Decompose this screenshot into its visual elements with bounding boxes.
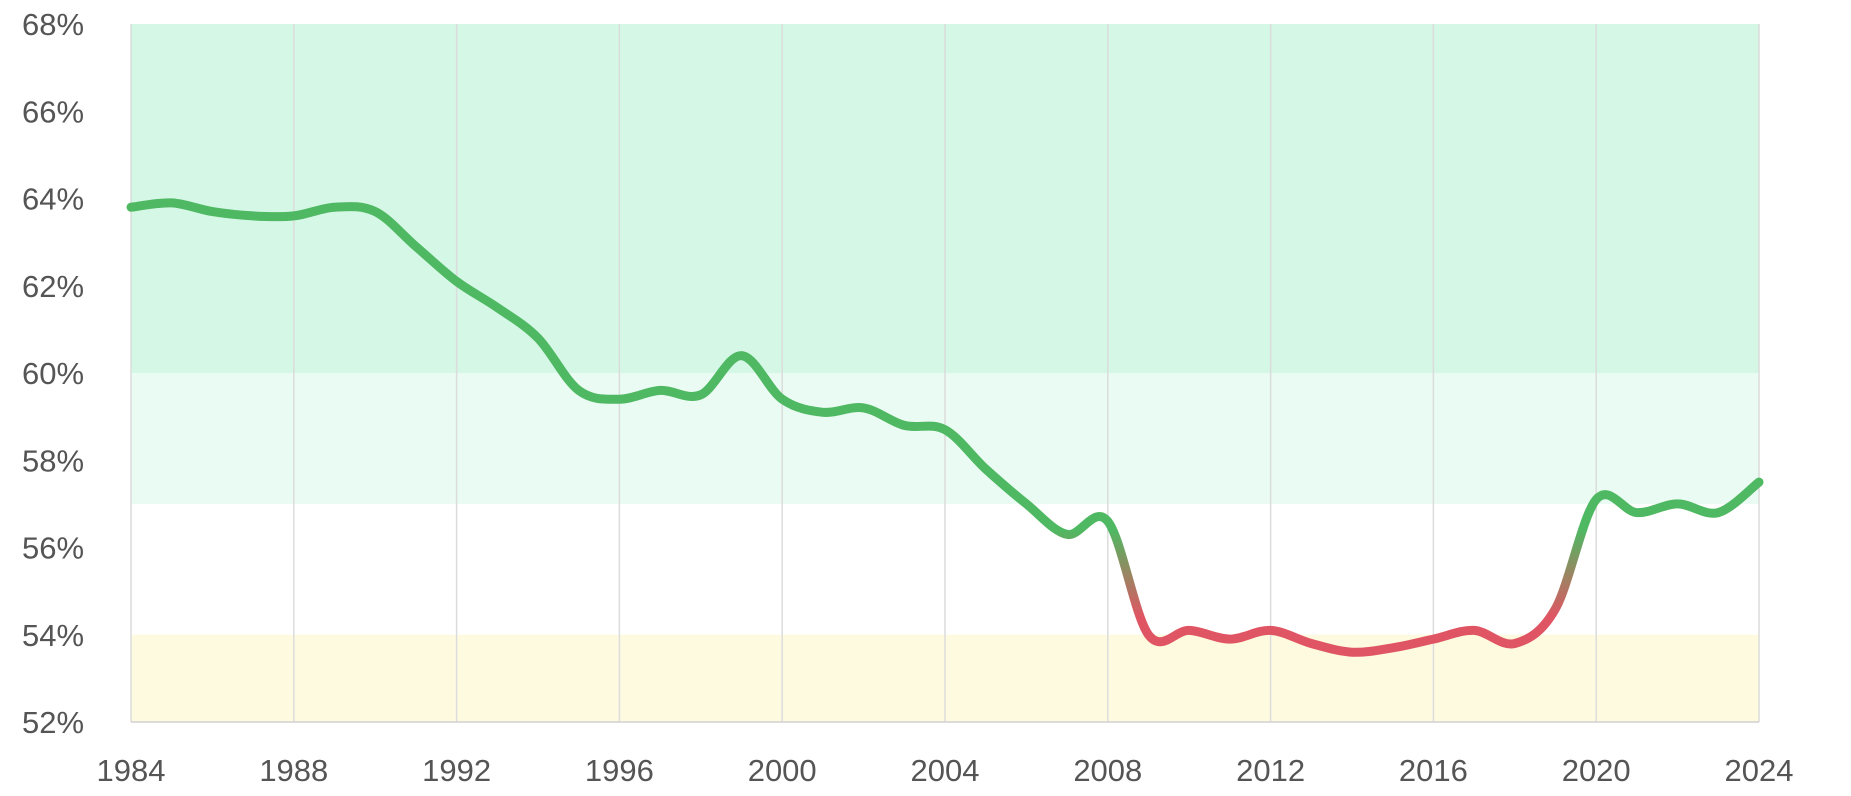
data-point-1990 — [372, 209, 378, 215]
data-point-2004 — [942, 427, 948, 433]
data-point-2016 — [1430, 636, 1436, 642]
x-axis-tick-labels: 1984 1988 1992 1996 2000 2004 2008 2012 2016 2020… — [97, 753, 1794, 788]
x-tick-label: 2012 — [1236, 753, 1305, 788]
data-point-1992 — [454, 278, 460, 284]
data-point-2011 — [1227, 636, 1233, 642]
data-point-1985 — [169, 200, 175, 206]
x-tick-label: 2008 — [1073, 753, 1142, 788]
data-point-1988 — [291, 213, 297, 219]
data-point-2010 — [1186, 627, 1192, 633]
data-point-2001 — [820, 409, 826, 415]
data-point-1995 — [576, 387, 582, 393]
y-tick-label: 56% — [22, 531, 84, 566]
x-tick-label: 1992 — [422, 753, 491, 788]
y-tick-label: 60% — [22, 356, 84, 391]
data-point-2013 — [1308, 640, 1314, 646]
y-tick-label: 58% — [22, 443, 84, 478]
y-tick-label: 64% — [22, 182, 84, 217]
data-point-2023 — [1715, 510, 1721, 516]
x-tick-label: 2020 — [1562, 753, 1631, 788]
data-point-1998 — [698, 392, 704, 398]
data-point-2002 — [861, 405, 867, 411]
data-point-1984 — [128, 204, 134, 210]
y-tick-label: 68% — [22, 7, 84, 42]
data-point-2012 — [1268, 627, 1274, 633]
data-point-1989 — [332, 204, 338, 210]
data-point-2008 — [1105, 518, 1111, 524]
data-point-1987 — [250, 213, 256, 219]
data-point-2000 — [779, 396, 785, 402]
data-point-1986 — [209, 209, 215, 215]
data-point-2015 — [1390, 645, 1396, 651]
data-point-2005 — [983, 466, 989, 472]
series-line — [126, 198, 1764, 657]
data-point-2003 — [901, 422, 907, 428]
x-tick-label: 2004 — [911, 753, 980, 788]
data-point-1994 — [535, 335, 541, 341]
data-point-2009 — [1146, 632, 1152, 638]
y-tick-label: 62% — [22, 269, 84, 304]
x-tick-label: 2000 — [748, 753, 817, 788]
x-tick-label: 2024 — [1725, 753, 1794, 788]
data-point-1999 — [739, 353, 745, 359]
data-point-1993 — [494, 305, 500, 311]
data-point-2020 — [1593, 497, 1599, 503]
data-point-1991 — [413, 243, 419, 249]
data-point-2022 — [1675, 501, 1681, 507]
y-tick-label: 66% — [22, 94, 84, 129]
y-tick-label: 52% — [22, 705, 84, 740]
series-line-layer — [126, 198, 1764, 657]
x-tick-label: 1984 — [97, 753, 166, 788]
data-point-2007 — [1064, 531, 1070, 537]
data-point-2024 — [1756, 479, 1762, 485]
data-point-2019 — [1553, 606, 1559, 612]
y-axis-tick-labels: 52% 54% 56% 58% 60% 62% 64% 66% 68% — [22, 7, 84, 740]
data-point-2014 — [1349, 649, 1355, 655]
y-tick-label: 54% — [22, 618, 84, 653]
data-point-1997 — [657, 387, 663, 393]
data-point-2018 — [1512, 640, 1518, 646]
x-tick-label: 1988 — [259, 753, 328, 788]
x-tick-label: 2016 — [1399, 753, 1468, 788]
data-point-2006 — [1023, 501, 1029, 507]
vertical-gridlines — [130, 24, 1760, 722]
x-tick-label: 1996 — [585, 753, 654, 788]
data-point-2017 — [1471, 627, 1477, 633]
data-point-1996 — [616, 396, 622, 402]
data-point-2021 — [1634, 510, 1640, 516]
